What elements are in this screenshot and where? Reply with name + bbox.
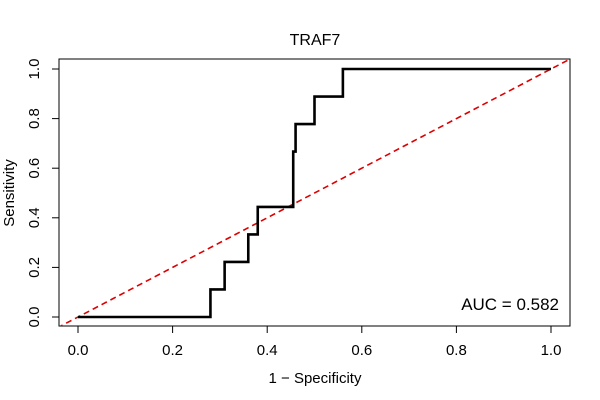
y-axis-tick-label: 0.4 — [26, 207, 43, 228]
auc-annotation: AUC = 0.582 — [461, 295, 559, 314]
y-axis-tick-label: 0.8 — [26, 108, 43, 129]
y-axis-tick-label: 0.6 — [26, 158, 43, 179]
y-axis: 0.0 0.2 0.4 0.6 0.8 1.0 — [26, 59, 60, 328]
y-axis-tick-label: 1.0 — [26, 59, 43, 80]
y-axis-tick-label: 0.2 — [26, 257, 43, 278]
y-axis-label: Sensitivity — [1, 159, 18, 227]
reference-diagonal-line — [59, 59, 570, 326]
series-layer — [59, 59, 570, 326]
x-axis-tick-label: 0.2 — [162, 342, 183, 359]
x-axis: 0.0 0.2 0.4 0.6 0.8 1.0 — [68, 325, 562, 359]
x-axis-tick-label: 0.6 — [351, 342, 372, 359]
x-axis-tick-label: 0.8 — [446, 342, 467, 359]
y-axis-tick-label: 0.0 — [26, 307, 43, 328]
x-axis-tick-label: 0.0 — [68, 342, 89, 359]
x-axis-tick-label: 0.4 — [257, 342, 278, 359]
x-axis-tick-label: 1.0 — [541, 342, 562, 359]
chart-title: TRAF7 — [290, 32, 341, 49]
roc-curve-line — [78, 67, 551, 319]
x-axis-label: 1 − Specificity — [269, 370, 362, 387]
